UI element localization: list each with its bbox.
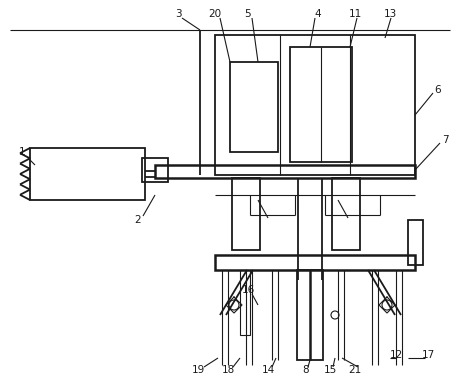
Text: 13: 13 [382, 9, 396, 19]
Text: 7: 7 [441, 135, 448, 145]
Bar [214, 255, 414, 270]
Bar [407, 220, 422, 265]
Bar [142, 158, 168, 182]
Text: 8: 8 [302, 365, 308, 375]
Text: 19: 19 [191, 365, 204, 375]
Text: 21: 21 [347, 365, 361, 375]
Bar [231, 178, 259, 250]
Text: 3: 3 [174, 9, 181, 19]
Text: 4: 4 [314, 9, 321, 19]
Text: 1: 1 [19, 147, 25, 157]
Bar [214, 35, 414, 175]
Text: 20: 20 [208, 9, 221, 19]
Text: 16: 16 [241, 285, 254, 295]
Bar [155, 165, 414, 178]
Text: 18: 18 [221, 365, 234, 375]
Text: 11: 11 [347, 9, 361, 19]
Bar [30, 148, 145, 200]
Bar [240, 270, 249, 335]
Bar [289, 47, 351, 162]
Text: 5: 5 [244, 9, 251, 19]
Bar [331, 178, 359, 250]
Text: 15: 15 [323, 365, 336, 375]
Text: 6: 6 [434, 85, 440, 95]
Text: 12: 12 [388, 350, 402, 360]
Text: 2: 2 [134, 215, 141, 225]
Text: 14: 14 [261, 365, 274, 375]
Bar [230, 62, 277, 152]
Bar [297, 270, 322, 360]
Text: 17: 17 [420, 350, 434, 360]
